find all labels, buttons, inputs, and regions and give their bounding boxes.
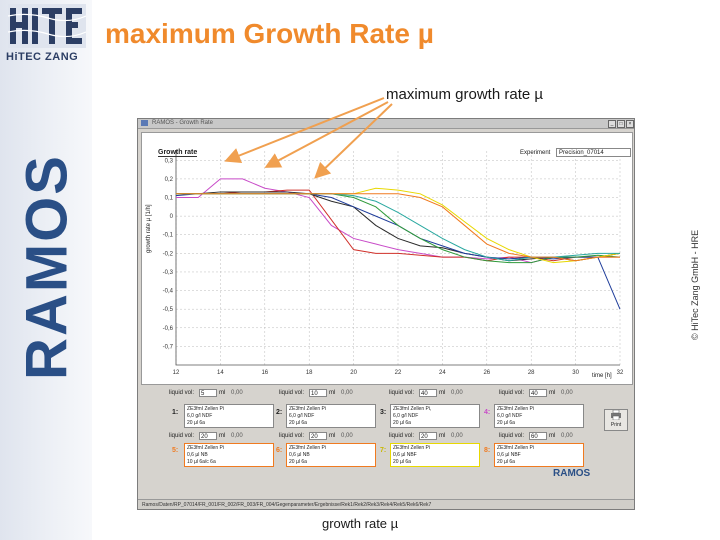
left-sidebar: HiTEC ZANG RAMOS	[0, 0, 92, 540]
app-titlebar: RAMOS - Growth Rate _ □ ×	[138, 119, 634, 129]
liquid-volume-row-1: liquid vol: 5 ml 0,00 liquid vol: 10 ml 0,00 l…	[169, 389, 573, 397]
card-index: 4:	[484, 409, 491, 416]
card-index: 1:	[172, 409, 179, 416]
y-tick-label: -0,4	[163, 289, 174, 295]
x-tick-label: 16	[261, 370, 268, 376]
app-icon	[141, 120, 148, 126]
printer-icon	[611, 409, 621, 421]
card-index: 2:	[276, 409, 283, 416]
y-tick-label: 0,3	[165, 158, 174, 164]
y-tick-label: -0,7	[163, 344, 174, 350]
x-tick-label: 18	[306, 370, 313, 376]
company-logo: HiTEC ZANG	[0, 0, 92, 72]
chart-axes	[175, 151, 620, 366]
growth-rate-chart: 0,3 0,2 0,1 0 -0,1 -0,2 -0,3 -0,4 -0,5 -0,6 -0,7 1…	[146, 151, 624, 379]
minimize-icon[interactable]: _	[608, 120, 616, 128]
close-icon[interactable]: ×	[626, 120, 634, 128]
ramos-app-window: RAMOS - Growth Rate _ □ × 0,3 0,2 0,1 0 -0,1…	[137, 118, 635, 510]
print-label: Print	[610, 422, 622, 428]
experiment-label: Experiment	[520, 150, 551, 156]
y-tick-label: -0,3	[163, 270, 174, 276]
culture-card-4[interactable]: ZE3fmI Zellen Pi 6,0 g/l NDF 20 µl 6a	[494, 404, 584, 428]
x-tick-labels: 12 14 16 18 20 22 24 26 28 30 32	[173, 370, 624, 376]
logo-text: HiTEC ZANG	[6, 51, 79, 63]
plot-area: 0,3 0,2 0,1 0 -0,1 -0,2 -0,3 -0,4 -0,5 -0,6 -0,7 1…	[141, 132, 633, 385]
annotation-max-growth-rate: maximum growth rate µ	[386, 86, 544, 103]
liquid-volume-row-2: liquid vol: 20 ml 0,00 liquid vol: 20 ml 0,00 …	[169, 432, 573, 440]
culture-card-3[interactable]: ZE3fmI Zellen Pi, 6,0 g/l NDF 20 µl 6a	[390, 404, 480, 428]
y-tick-label: 0,2	[165, 177, 174, 183]
print-button[interactable]: Print	[604, 409, 628, 431]
maximize-icon[interactable]: □	[617, 120, 625, 128]
culture-card-6[interactable]: ZE3fmI Zellen Pi 0,6 µl NB 20 µl 6a	[286, 443, 376, 467]
x-tick-label: 20	[350, 370, 357, 376]
y-tick-label: -0,2	[163, 251, 174, 257]
card-index: 3:	[380, 409, 387, 416]
status-bar: Ramos/Daten/RP_07014/FR_001/FR_002/FR_00…	[138, 499, 634, 509]
culture-card-2[interactable]: ZE3fmI Zellen Pi 6,0 g/l NDF 20 µl 6a	[286, 404, 376, 428]
copyright-text: © HiTec Zang GmbH - HRE	[690, 229, 700, 340]
y-tick-labels: 0,3 0,2 0,1 0 -0,1 -0,2 -0,3 -0,4 -0,5 -0,6 -0,7	[163, 158, 174, 350]
x-tick-label: 28	[528, 370, 535, 376]
card-index: 6:	[276, 447, 283, 454]
series-line-8	[176, 193, 620, 262]
x-tick-label: 24	[439, 370, 446, 376]
culture-card-5[interactable]: ZE3fmI Zellen Pi 0,6 µl NB 10 µl 6a/c 6a	[184, 443, 274, 467]
culture-card-8[interactable]: ZE3fmI Zellen Pi 0,6 µl NBF 20 µl 6a	[494, 443, 584, 467]
x-tick-label: 26	[483, 370, 490, 376]
annotation-growth-rate: growth rate µ	[322, 516, 399, 531]
card-index: 7:	[380, 447, 387, 454]
ramos-brand-text: RAMOS	[14, 154, 80, 380]
ramos-brand-vertical: RAMOS	[15, 142, 80, 392]
chart-grid	[175, 151, 621, 366]
experiment-field[interactable]: Precision_07014	[556, 148, 631, 157]
card-index: 5:	[172, 447, 179, 454]
x-axis-label: time [h]	[592, 373, 612, 379]
hitec-logo-icon	[8, 4, 86, 48]
x-tick-label: 32	[617, 370, 624, 376]
y-tick-label: -0,1	[163, 233, 174, 239]
chart-tab-label[interactable]: Growth rate	[158, 149, 198, 157]
app-window-title: RAMOS - Growth Rate	[152, 120, 214, 126]
x-tick-label: 30	[572, 370, 579, 376]
culture-card-1[interactable]: ZE3fmI Zellen Pi 6,0 g/l NDF 20 µl 6a	[184, 404, 274, 428]
app-logo: RAMOS	[553, 468, 591, 479]
series-line-3	[176, 191, 621, 262]
series-lines	[175, 178, 621, 310]
y-tick-label: 0,1	[165, 196, 174, 202]
x-tick-label: 22	[395, 370, 402, 376]
y-tick-label: -0,5	[163, 307, 174, 313]
y-axis-label: growth rate µ [1/h]	[146, 204, 152, 253]
culture-card-7[interactable]: ZE3fmI Zellen Pi 0,6 µl NBF 20 µl 6a	[390, 443, 480, 467]
y-tick-label: 0	[170, 214, 174, 220]
y-tick-label: -0,6	[163, 326, 174, 332]
card-index: 8:	[484, 447, 491, 454]
x-tick-label: 14	[217, 370, 224, 376]
x-tick-label: 12	[173, 370, 180, 376]
slide-title: maximum Growth Rate µ	[105, 18, 434, 49]
